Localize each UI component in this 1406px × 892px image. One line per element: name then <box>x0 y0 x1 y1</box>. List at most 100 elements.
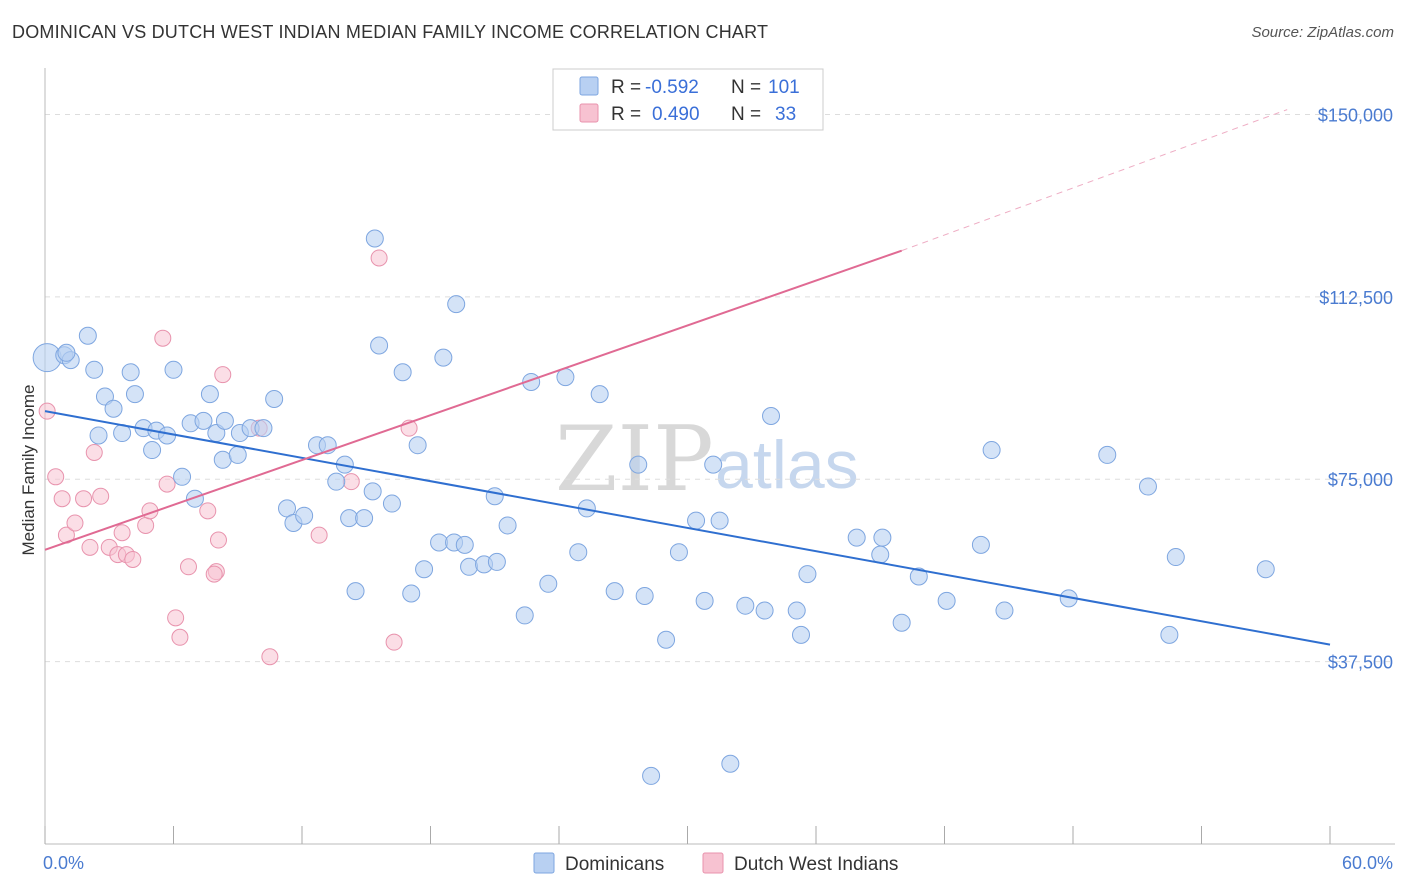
dominicans-point <box>365 229 384 248</box>
dominicans-points <box>32 229 1275 785</box>
legend-n-label-2: N = <box>731 104 761 125</box>
dominicans-point <box>873 528 892 547</box>
dominicans-point <box>78 326 97 345</box>
dominicans-point <box>498 516 517 535</box>
dominicans-point <box>590 385 609 404</box>
dominicans-point <box>704 455 723 474</box>
dutch-west-indians-point <box>154 329 172 347</box>
dutch-west-indians-trend-line <box>44 249 902 551</box>
dutch-west-indians-trend-extension <box>901 109 1288 252</box>
dominicans-point <box>447 295 466 314</box>
correlation-legend: R = -0.592 N = 101 R = 0.490 N = 33 <box>552 68 824 131</box>
dominicans-point <box>460 557 479 576</box>
dutch-west-indians-point <box>342 473 360 491</box>
dominicans-point <box>695 591 714 610</box>
dominicans-point <box>194 411 213 430</box>
y-tick-label: $37,500 <box>1328 653 1393 673</box>
dutch-west-indians-point <box>199 502 217 520</box>
dominicans-point <box>1160 625 1179 644</box>
dominicans-point <box>295 506 314 525</box>
dutch-west-indians-point <box>171 628 189 646</box>
dominicans-point <box>1256 560 1275 579</box>
bottom-legend-swatch-dominicans <box>533 852 555 874</box>
dominicans-point <box>1166 548 1185 567</box>
dutch-west-indians-point <box>81 538 99 556</box>
dominicans-point <box>892 613 911 632</box>
legend-r-value-2: 0.490 <box>652 104 700 125</box>
legend-n-value-2: 33 <box>775 104 796 125</box>
dutch-west-indians-point <box>47 468 65 486</box>
dutch-west-indians-point <box>53 490 71 508</box>
bottom-legend-dutch-west-indians: Dutch West Indians <box>734 854 898 875</box>
dominicans-point <box>185 489 204 508</box>
legend-r-label-2: R = <box>611 104 641 125</box>
dominicans-point <box>57 343 76 362</box>
dutch-west-indians-point <box>167 609 185 627</box>
dominicans-point <box>382 494 401 513</box>
dominicans-point <box>971 535 990 554</box>
dominicans-point <box>228 445 247 464</box>
dominicans-point <box>762 407 781 426</box>
dutch-west-indians-point <box>370 249 388 267</box>
y-tick-labels: $37,500 $75,000 $112,500 $150,000 <box>1318 105 1393 672</box>
dominicans-point <box>642 766 661 785</box>
dominicans-point <box>327 472 346 491</box>
dominicans-point <box>363 482 382 501</box>
dominicans-point <box>487 552 506 571</box>
legend-n-value-1: 101 <box>768 77 800 98</box>
legend-swatch-dominicans <box>579 76 599 96</box>
dominicans-point <box>485 487 504 506</box>
dutch-west-indians-point <box>179 558 197 576</box>
dutch-west-indians-point <box>205 565 223 583</box>
x-tick-label-max: 60.0% <box>1342 853 1393 873</box>
series-legend: Dominicans Dutch West Indians <box>533 852 898 875</box>
dominicans-point <box>605 582 624 601</box>
dominicans-point <box>355 509 374 528</box>
dominicans-point <box>121 363 140 382</box>
dominicans-trend-line <box>44 410 1331 646</box>
dominicans-point <box>215 411 234 430</box>
source-label: Source: ZipAtlas.com <box>1251 24 1394 41</box>
dominicans-point <box>909 567 928 586</box>
dominicans-point <box>755 601 774 620</box>
dutch-west-indians-point <box>85 443 103 461</box>
legend-r-label-1: R = <box>611 77 641 98</box>
dominicans-point <box>143 441 162 460</box>
dominicans-point <box>687 511 706 530</box>
dominicans-point <box>430 533 449 552</box>
dutch-west-indians-point <box>113 524 131 542</box>
legend-swatch-dutch-west-indians <box>579 103 599 123</box>
dominicans-point <box>710 511 729 530</box>
legend-r-value-1: -0.592 <box>645 77 699 98</box>
dutch-west-indians-point <box>137 516 155 534</box>
dominicans-point <box>402 584 421 603</box>
dominicans-point <box>213 450 232 469</box>
dominicans-point <box>798 565 817 584</box>
y-tick-label: $75,000 <box>1328 470 1393 490</box>
dutch-west-indians-point <box>92 487 110 505</box>
dominicans-point <box>158 426 177 445</box>
x-tick-labels: 0.0% 60.0% <box>43 853 1393 873</box>
bottom-legend-swatch-dutch-west-indians <box>702 852 724 874</box>
dominicans-point <box>408 436 427 455</box>
y-tick-label: $112,500 <box>1319 288 1393 308</box>
dominicans-point <box>173 467 192 486</box>
dominicans-point <box>787 601 806 620</box>
dominicans-point <box>164 360 183 379</box>
bottom-legend-dominicans: Dominicans <box>565 854 664 875</box>
dominicans-point <box>265 389 284 408</box>
dutch-west-indians-point <box>66 514 84 532</box>
dominicans-point <box>370 336 389 355</box>
dominicans-point <box>792 625 811 644</box>
dutch-west-indians-point <box>261 648 279 666</box>
dominicans-point <box>89 426 108 445</box>
dominicans-point <box>515 606 534 625</box>
dominicans-point <box>657 630 676 649</box>
dominicans-point <box>871 545 890 564</box>
dominicans-point <box>569 543 588 562</box>
dominicans-point <box>104 399 123 418</box>
dutch-west-indians-point <box>214 366 232 384</box>
dominicans-point <box>125 385 144 404</box>
dominicans-point <box>340 509 359 528</box>
